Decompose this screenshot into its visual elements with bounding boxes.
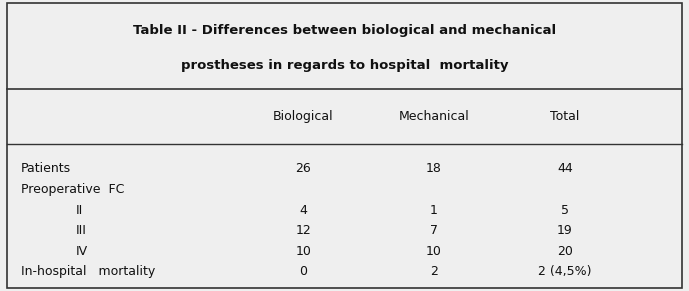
Text: In-hospital   mortality: In-hospital mortality xyxy=(21,265,155,278)
Text: 12: 12 xyxy=(296,224,311,237)
Text: 2 (4,5%): 2 (4,5%) xyxy=(538,265,592,278)
Text: Table II - Differences between biological and mechanical: Table II - Differences between biologica… xyxy=(133,24,556,37)
Text: IV: IV xyxy=(76,245,88,258)
Text: III: III xyxy=(76,224,87,237)
Text: Total: Total xyxy=(551,110,579,123)
Text: 20: 20 xyxy=(557,245,573,258)
Text: 5: 5 xyxy=(561,204,569,217)
Text: Preoperative  FC: Preoperative FC xyxy=(21,183,124,196)
Text: II: II xyxy=(76,204,83,217)
Text: 7: 7 xyxy=(430,224,438,237)
Text: Biological: Biological xyxy=(273,110,333,123)
Text: 26: 26 xyxy=(296,162,311,175)
Text: Mechanical: Mechanical xyxy=(399,110,469,123)
Text: 19: 19 xyxy=(557,224,573,237)
Text: 0: 0 xyxy=(299,265,307,278)
Text: 1: 1 xyxy=(430,204,438,217)
Text: 44: 44 xyxy=(557,162,573,175)
Text: 18: 18 xyxy=(426,162,442,175)
Text: 2: 2 xyxy=(430,265,438,278)
Text: prostheses in regards to hospital  mortality: prostheses in regards to hospital mortal… xyxy=(181,59,508,72)
Text: Patients: Patients xyxy=(21,162,71,175)
Text: 10: 10 xyxy=(295,245,311,258)
Text: 10: 10 xyxy=(426,245,442,258)
Text: 4: 4 xyxy=(299,204,307,217)
